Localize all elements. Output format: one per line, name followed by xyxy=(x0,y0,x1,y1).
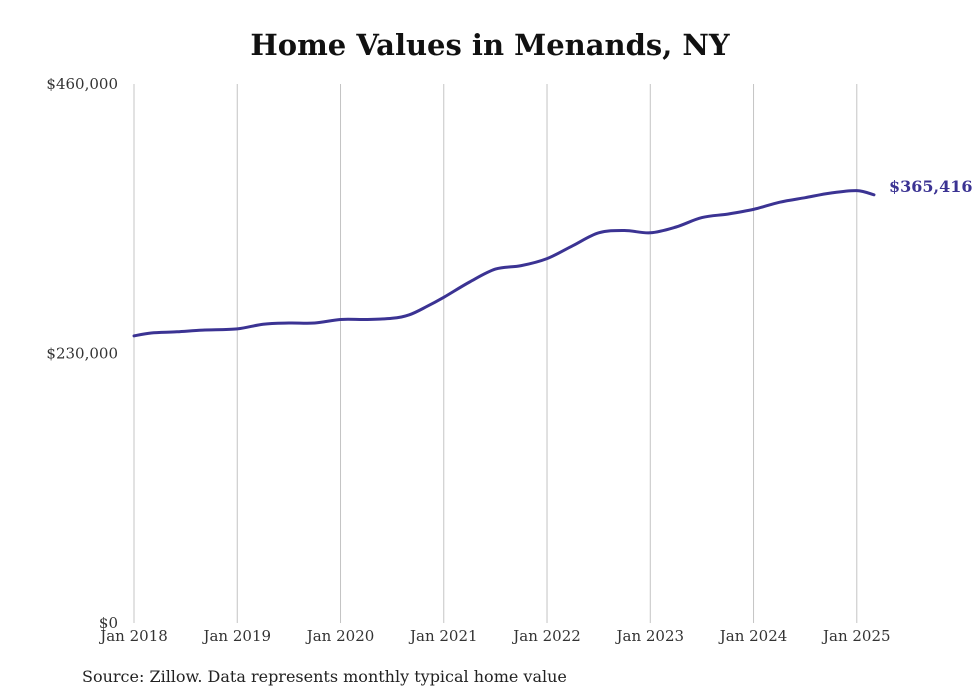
y-tick-label: $230,000 xyxy=(46,345,118,363)
x-tick-label: Jan 2018 xyxy=(98,627,168,645)
y-tick-label: $0 xyxy=(99,614,118,632)
chart-title: Home Values in Menands, NY xyxy=(250,28,730,62)
series-line xyxy=(132,189,876,338)
x-tick-label: Jan 2021 xyxy=(408,627,478,645)
y-tick-label: $460,000 xyxy=(46,75,118,93)
x-tick-label: Jan 2024 xyxy=(718,627,788,645)
x-tick-label: Jan 2020 xyxy=(305,627,375,645)
x-tick-label: Jan 2019 xyxy=(201,627,271,645)
x-tick-label: Jan 2022 xyxy=(511,627,581,645)
source-note: Source: Zillow. Data represents monthly … xyxy=(82,667,567,686)
x-tick-label: Jan 2023 xyxy=(614,627,684,645)
end-value-label: $365,416 xyxy=(889,177,973,196)
x-tick-label: Jan 2025 xyxy=(821,627,891,645)
